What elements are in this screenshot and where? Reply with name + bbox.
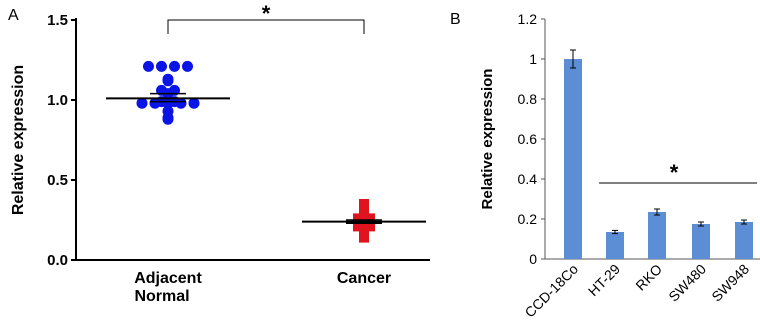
y-tick-label: 0 — [529, 251, 537, 267]
y-tick-label: 0.2 — [518, 211, 538, 227]
panel-label: B — [450, 11, 461, 28]
y-tick-label: 0.5 — [47, 172, 68, 189]
bar — [735, 222, 753, 259]
panel-b: B 0 0.2 0.4 0.6 0.8 1 1.2 Relative expression CCD… — [450, 11, 760, 321]
data-point — [162, 75, 174, 87]
bar — [648, 212, 666, 259]
y-tick-label: 0.4 — [518, 171, 538, 187]
bar — [692, 224, 710, 259]
panel-label: A — [8, 7, 19, 24]
data-point — [365, 221, 375, 232]
x-category-label: Adjacent — [134, 270, 202, 287]
x-category-label: SW948 — [708, 261, 752, 305]
y-tick-label: 0.8 — [518, 91, 538, 107]
panel-a: A 0.0 0.5 1.0 1.5 Relative expression Adjacent… — [8, 1, 430, 305]
data-point — [169, 60, 180, 72]
significance-bracket — [167, 19, 365, 34]
data-point — [162, 113, 174, 125]
y-tick-label: 1.5 — [47, 12, 68, 29]
data-point — [136, 97, 148, 109]
bar — [564, 59, 582, 259]
data-point — [353, 221, 363, 232]
y-axis-label: Relative expression — [479, 69, 496, 210]
y-tick-label: 1 — [529, 51, 537, 67]
bar — [606, 232, 624, 259]
significance-label: * — [670, 160, 679, 185]
significance-label: * — [262, 1, 271, 26]
y-tick-label: 0.6 — [518, 131, 538, 147]
x-category-label: SW480 — [665, 261, 709, 305]
data-point — [143, 60, 154, 72]
data-point — [359, 211, 369, 222]
data-point — [156, 60, 167, 72]
y-axis-label: Relative expression — [10, 65, 27, 215]
data-point — [149, 97, 161, 109]
data-point — [359, 232, 369, 243]
y-tick-label: 1.2 — [518, 11, 538, 27]
x-category-label: RKO — [632, 261, 665, 294]
data-point — [182, 60, 193, 72]
x-category-label: Cancer — [337, 270, 391, 287]
x-category-label: HT-29 — [585, 261, 623, 299]
x-category-label: Normal — [134, 288, 189, 305]
y-tick-label: 0.0 — [47, 252, 68, 269]
data-point — [188, 97, 200, 109]
x-category-label: CCD-18Co — [521, 261, 581, 321]
y-tick-label: 1.0 — [47, 92, 68, 109]
